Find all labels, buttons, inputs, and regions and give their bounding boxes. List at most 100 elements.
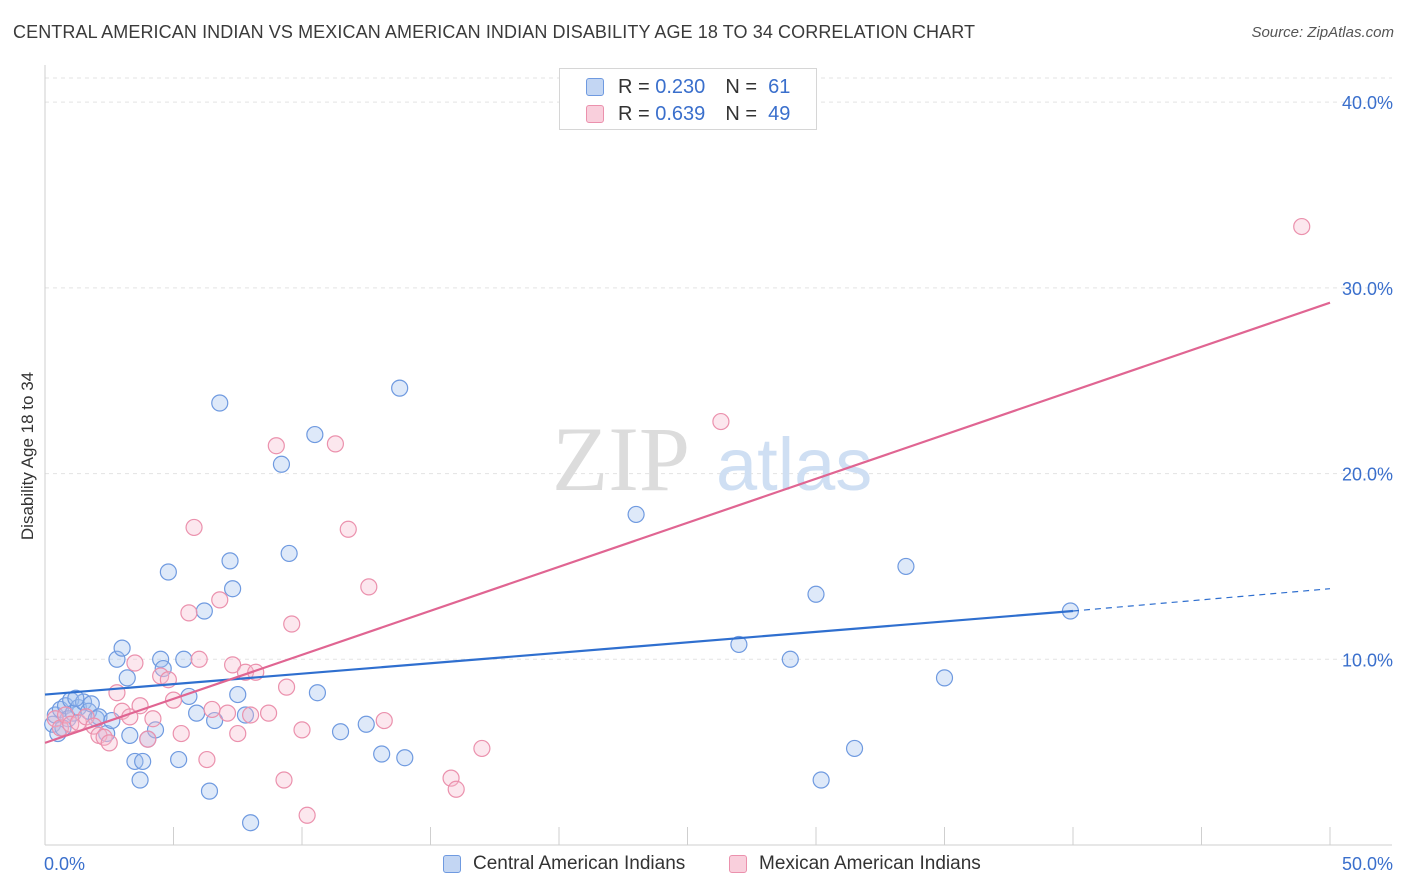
point-central-american bbox=[118, 669, 136, 687]
legend-swatch-blue bbox=[586, 78, 604, 96]
point-central-american bbox=[170, 750, 188, 769]
point-mexican-american bbox=[139, 730, 157, 748]
point-central-american bbox=[188, 704, 206, 722]
point-central-american bbox=[134, 752, 152, 771]
point-central-american bbox=[121, 726, 139, 745]
x-tick-label-max: 50.0% bbox=[1342, 854, 1393, 874]
point-central-american bbox=[280, 544, 298, 563]
y-axis-label: Disability Age 18 to 34 bbox=[18, 372, 37, 540]
point-mexican-american bbox=[108, 684, 126, 702]
point-central-american bbox=[897, 557, 915, 576]
legend-swatch-blue bbox=[443, 855, 461, 873]
point-mexican-american bbox=[242, 706, 260, 724]
watermark-atlas: atlas bbox=[716, 423, 872, 506]
point-mexican-american bbox=[100, 734, 118, 752]
point-mexican-american bbox=[46, 710, 64, 728]
point-mexican-american bbox=[375, 711, 393, 730]
point-central-american bbox=[272, 455, 291, 473]
watermark: ZIP atlas bbox=[552, 408, 872, 510]
legend-n-value-mexican: 49 bbox=[768, 102, 791, 125]
point-mexican-american bbox=[51, 719, 70, 737]
legend-swatch-pink bbox=[586, 105, 604, 123]
legend-swatch-pink bbox=[729, 855, 747, 873]
point-mexican-american bbox=[164, 691, 183, 709]
point-central-american bbox=[113, 639, 131, 657]
point-mexican-american bbox=[712, 412, 730, 431]
stats-legend: R = 0.230 N = 61 R = 0.639 N = 49 bbox=[559, 68, 817, 130]
legend-row-mexican: R = 0.639 N = 49 bbox=[586, 102, 790, 126]
legend-n-label: N = bbox=[725, 75, 757, 98]
point-central-american bbox=[131, 771, 149, 789]
trend-lines bbox=[44, 301, 1331, 744]
point-mexican-american bbox=[473, 739, 491, 758]
point-mexican-american bbox=[56, 706, 75, 724]
point-mexican-american bbox=[283, 615, 301, 633]
point-central-american bbox=[200, 782, 219, 800]
y-tick-label: 40.0% bbox=[1342, 93, 1393, 113]
point-central-american bbox=[108, 650, 126, 668]
legend-label-central: Central American Indians bbox=[473, 853, 686, 874]
trend-line-central bbox=[44, 609, 1074, 696]
y-tick-label: 20.0% bbox=[1342, 465, 1393, 485]
point-mexican-american bbox=[180, 604, 198, 622]
point-mexican-american bbox=[326, 435, 345, 453]
point-central-american bbox=[627, 505, 645, 524]
point-mexican-american bbox=[293, 721, 311, 739]
point-central-american bbox=[308, 684, 327, 702]
point-central-american bbox=[331, 723, 350, 741]
data-points bbox=[44, 217, 1311, 832]
point-mexican-american bbox=[198, 750, 216, 769]
point-mexican-american bbox=[1293, 217, 1311, 236]
point-mexican-american bbox=[185, 518, 203, 537]
point-mexican-american bbox=[298, 806, 316, 824]
point-central-american bbox=[195, 602, 213, 620]
point-central-american bbox=[211, 394, 229, 412]
legend-item-central: Central American Indians bbox=[443, 852, 685, 876]
legend-n-value-central: 61 bbox=[768, 75, 791, 98]
x-tick-label-min: 0.0% bbox=[44, 854, 85, 874]
point-mexican-american bbox=[126, 654, 144, 672]
chart-title: CENTRAL AMERICAN INDIAN VS MEXICAN AMERI… bbox=[13, 22, 976, 42]
point-mexican-american bbox=[267, 437, 285, 455]
point-mexican-american bbox=[229, 724, 247, 743]
point-mexican-american bbox=[172, 724, 190, 743]
watermark-zip: ZIP bbox=[552, 408, 690, 510]
point-mexican-american bbox=[339, 520, 357, 538]
legend-r-value-mexican: 0.639 bbox=[655, 102, 706, 125]
trend-line-central-extension bbox=[1072, 588, 1331, 612]
point-mexican-american bbox=[447, 780, 465, 798]
axis-labels: 10.0% 20.0% 30.0% 40.0% 0.0% 50.0% Disability … bbox=[18, 93, 1393, 874]
point-central-american bbox=[242, 814, 260, 832]
legend-r-label: R = bbox=[618, 75, 650, 98]
point-central-american bbox=[391, 379, 409, 397]
legend-label-mexican: Mexican American Indians bbox=[759, 853, 981, 874]
point-mexican-american bbox=[275, 771, 293, 789]
point-mexican-american bbox=[277, 678, 296, 696]
point-central-american bbox=[224, 580, 242, 598]
point-central-american bbox=[812, 771, 830, 789]
point-central-american bbox=[229, 685, 247, 704]
point-mexican-american bbox=[360, 578, 378, 596]
legend-row-central: R = 0.230 N = 61 bbox=[586, 75, 790, 99]
point-central-american bbox=[730, 635, 748, 654]
point-central-american bbox=[236, 706, 255, 724]
point-central-american bbox=[396, 749, 414, 767]
point-mexican-american bbox=[211, 591, 229, 609]
y-tick-label: 30.0% bbox=[1342, 279, 1393, 299]
point-central-american bbox=[306, 425, 324, 444]
point-central-american bbox=[807, 585, 825, 603]
point-mexican-american bbox=[259, 704, 278, 722]
point-central-american bbox=[845, 739, 864, 758]
point-mexican-american bbox=[442, 769, 460, 787]
point-mexican-american bbox=[144, 710, 162, 728]
axes bbox=[44, 65, 1392, 846]
grid-lines bbox=[45, 77, 1392, 660]
point-central-american bbox=[781, 650, 799, 668]
point-central-american bbox=[206, 711, 224, 730]
point-central-american bbox=[159, 563, 177, 581]
y-tick-label: 10.0% bbox=[1342, 650, 1393, 670]
point-mexican-american bbox=[203, 700, 221, 719]
point-central-american bbox=[373, 745, 391, 763]
legend-r-value-central: 0.230 bbox=[655, 75, 706, 98]
